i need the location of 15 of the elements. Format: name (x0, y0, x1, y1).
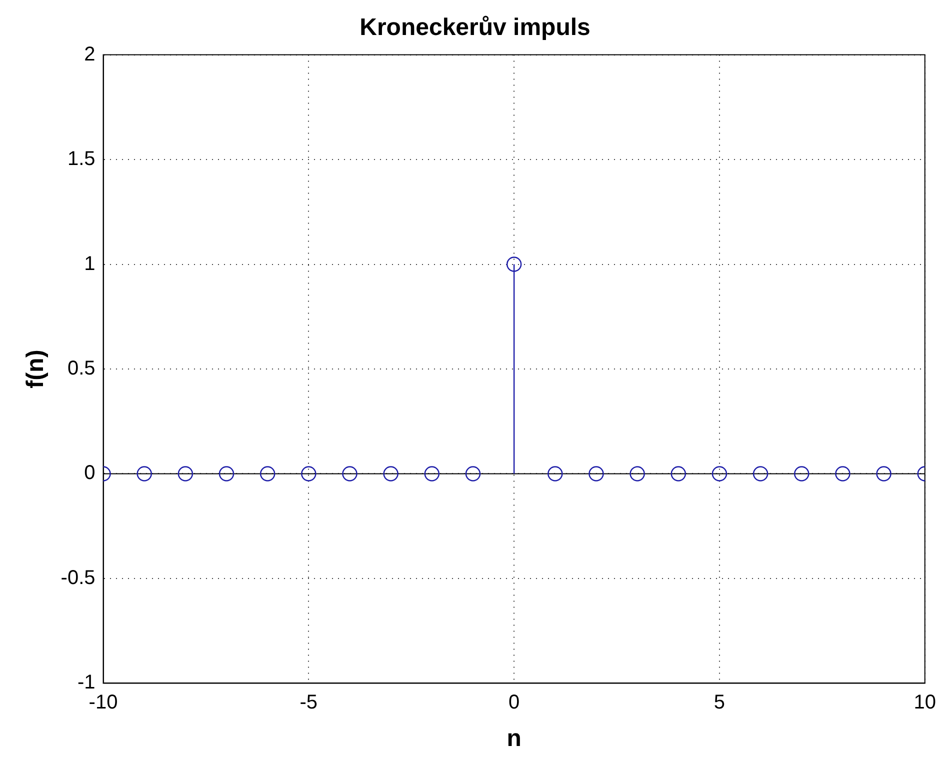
y-tick-label: 1 (84, 252, 96, 275)
y-tick-label: 2 (84, 43, 96, 66)
y-axis-title: f(n) (22, 350, 50, 388)
x-tick-label: 0 (508, 692, 520, 714)
x-tick-label: 5 (714, 692, 726, 714)
x-tick-label: -10 (88, 692, 118, 714)
y-tick-label: 0 (84, 462, 96, 484)
chart-title: Kroneckerův impuls (360, 14, 590, 42)
x-tick-label: 10 (914, 692, 936, 714)
y-tick-label: 1.5 (67, 148, 96, 170)
x-axis-title: n (506, 725, 522, 752)
y-tick-label: -1 (77, 672, 96, 694)
x-tick-label: -5 (300, 692, 318, 714)
y-tick-label: -0.5 (60, 566, 96, 589)
y-tick-label: 0.5 (67, 358, 96, 380)
